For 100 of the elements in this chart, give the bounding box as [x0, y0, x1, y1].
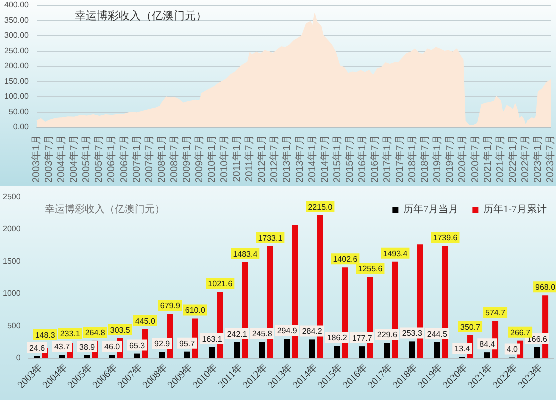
y-tick-label: 350.00 — [4, 16, 30, 25]
x-tick-label: 2010年1月 — [206, 135, 218, 184]
data-label: 95.7 — [180, 339, 196, 348]
data-label: 445.0 — [135, 316, 156, 326]
x-tick-label: 2003年1月 — [30, 135, 42, 184]
data-label: 1021.6 — [208, 280, 234, 289]
data-label: 1402.6 — [333, 255, 358, 264]
data-label: 294.9 — [277, 326, 298, 336]
x-tick-label: 2008年7月 — [168, 135, 180, 184]
y-tick-label: 150.00 — [4, 76, 30, 86]
bar — [109, 355, 116, 358]
x-tick-label: 2016年7月 — [368, 135, 381, 184]
data-label: 4.0 — [506, 345, 519, 354]
x-tick-label: 2012年1月 — [256, 135, 268, 184]
data-label: 610.0 — [185, 306, 206, 316]
bar — [284, 339, 290, 358]
x-tick-label: 2014年7月 — [318, 135, 331, 184]
bar — [84, 355, 90, 358]
data-label: 2215.0 — [308, 202, 334, 212]
text: 幸运博彩收入（亿澳门元） — [45, 204, 165, 216]
bar — [59, 355, 66, 358]
data-label: 968.0 — [536, 283, 556, 292]
data-label: 242.1 — [227, 330, 248, 339]
data-label: 1739.6 — [433, 233, 458, 242]
bar — [484, 352, 490, 358]
bar — [384, 343, 390, 358]
bar — [134, 354, 140, 358]
x-tick-label: 2021年1月 — [482, 135, 494, 184]
x-tick-label: 2014年1月 — [306, 135, 318, 184]
data-label: 350.7 — [460, 322, 482, 332]
data-label: 303.5 — [110, 326, 131, 335]
legend-label: 历年7月当月 — [404, 204, 459, 216]
bar — [334, 346, 340, 358]
data-label: 177.7 — [352, 334, 373, 344]
x-tick-label: 2016年1月 — [356, 135, 368, 184]
y-tick-label: 0 — [16, 354, 22, 362]
x-tick-label: 2007年1月 — [130, 135, 143, 184]
x-tick-label: 2013年7月 — [294, 135, 306, 184]
y-tick-label: 250.00 — [4, 46, 30, 56]
x-tick-label: 2021年7月 — [494, 135, 506, 184]
data-label: 38.9 — [79, 342, 96, 352]
x-tick-label: 2012年7月 — [268, 135, 281, 184]
x-tick-label: 2006年1月 — [106, 135, 118, 184]
x-tick-label: 2005年7月 — [93, 135, 106, 184]
bar — [534, 347, 540, 358]
data-label: 1255.6 — [358, 264, 384, 274]
data-label: 65.3 — [130, 341, 146, 350]
x-tick-label: 2004年1月 — [56, 135, 68, 184]
data-label: 1493.4 — [383, 249, 408, 258]
data-label: 163.1 — [202, 334, 223, 344]
data-label: 229.6 — [377, 330, 398, 340]
text: 幸运博彩收入（亿澳门元） — [75, 10, 207, 22]
y-tick-label: 2500 — [3, 192, 22, 202]
x-tick-label: 2018年7月 — [419, 135, 432, 184]
x-tick-label: 2020年1月 — [456, 135, 469, 184]
data-label: 284.2 — [302, 327, 323, 336]
y-tick-label: 2000 — [3, 224, 22, 234]
x-tick-label: 2011年7月 — [244, 135, 256, 182]
bar — [359, 346, 366, 358]
y-tick-label: 1500 — [3, 256, 22, 266]
x-tick-label: 2015年1月 — [331, 135, 344, 184]
bar — [434, 342, 440, 358]
bar — [209, 347, 216, 358]
x-tick-label: 2023年1月 — [532, 135, 544, 184]
x-tick-label: 2017年1月 — [382, 135, 394, 184]
y-tick-label: 1000 — [3, 289, 22, 298]
data-label: 166.6 — [527, 334, 548, 344]
bar — [259, 342, 266, 358]
y-tick-label: 200.00 — [4, 62, 30, 71]
data-label: 84.4 — [480, 340, 496, 350]
bar — [159, 352, 166, 358]
x-tick-label: 2020年7月 — [469, 135, 482, 184]
x-tick-label: 2017年7月 — [394, 135, 406, 184]
data-label: 245.8 — [252, 330, 273, 339]
data-label: 92.9 — [154, 340, 171, 349]
data-label: 148.3 — [35, 330, 56, 340]
x-tick-label: 2019年7月 — [444, 135, 456, 184]
x-tick-label: 2009年7月 — [193, 135, 206, 184]
data-label: 244.5 — [427, 330, 448, 339]
y-tick-label: 100.00 — [4, 92, 30, 102]
x-tick-label: 2009年1月 — [180, 135, 193, 184]
bar — [234, 342, 240, 358]
x-tick-label: 2006年7月 — [118, 135, 130, 184]
x-tick-label: 2010年7月 — [218, 135, 231, 184]
data-label: 233.1 — [60, 330, 81, 339]
x-tick-label: 2019年1月 — [432, 135, 444, 184]
data-label: 253.3 — [402, 329, 423, 338]
x-tick-label: 2003年7月 — [43, 135, 56, 184]
y-tick-label: 50.00 — [8, 107, 30, 116]
data-label: 13.4 — [454, 344, 471, 354]
bar — [184, 352, 190, 358]
x-tick-label: 2022年7月 — [519, 135, 532, 184]
data-label: 264.8 — [85, 328, 106, 338]
y-tick-label: 400.00 — [4, 0, 30, 10]
data-label: 24.6 — [29, 344, 46, 353]
bar — [309, 340, 316, 358]
x-tick-label: 2023年7月 — [544, 135, 556, 184]
data-label: 679.9 — [160, 302, 181, 311]
x-tick-label: 2008年1月 — [156, 135, 168, 184]
data-label: 46.0 — [104, 342, 121, 352]
